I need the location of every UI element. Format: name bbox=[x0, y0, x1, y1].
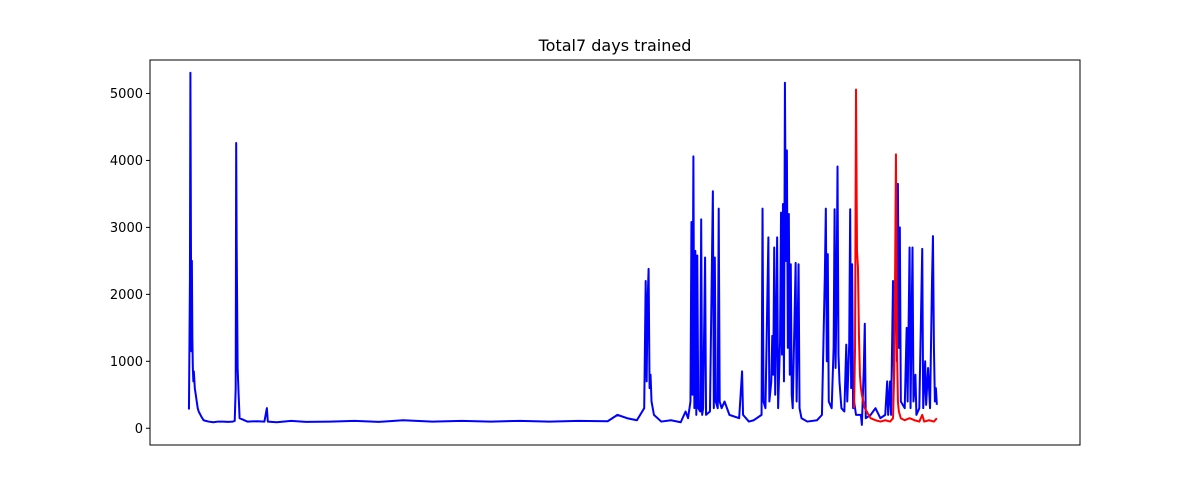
y-tick-label-3000: 3000 bbox=[110, 221, 143, 236]
series-line-1 bbox=[187, 71, 938, 426]
y-tick-label-4000: 4000 bbox=[110, 154, 143, 169]
plot-area: 0 1000 2000 3000 4000 5000 bbox=[110, 59, 1081, 446]
y-tick-label-0: 0 bbox=[135, 422, 143, 437]
y-tick-label-1000: 1000 bbox=[110, 355, 143, 370]
axes-frame bbox=[149, 59, 1081, 446]
chart-title: Total7 days trained bbox=[538, 36, 692, 55]
y-tick-label-5000: 5000 bbox=[110, 87, 143, 102]
y-tick-label-2000: 2000 bbox=[110, 288, 143, 303]
series-line-2 bbox=[853, 88, 938, 423]
